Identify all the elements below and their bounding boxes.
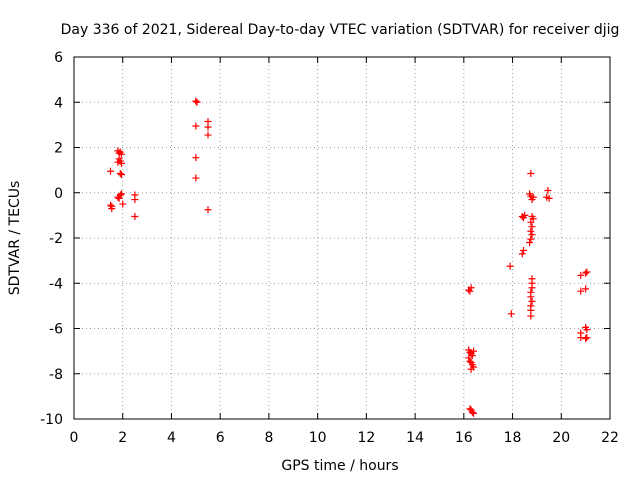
data-point <box>527 227 535 235</box>
data-point <box>118 159 126 167</box>
data-point <box>520 246 528 254</box>
data-point <box>518 250 526 258</box>
data-point <box>545 194 553 202</box>
data-point <box>527 293 535 301</box>
data-point <box>527 170 535 178</box>
data-point <box>468 352 476 360</box>
data-point <box>204 131 212 139</box>
data-point <box>577 271 585 279</box>
y-tick-label: 6 <box>54 50 63 66</box>
x-tick-label: 0 <box>70 430 79 446</box>
chart-title: Day 336 of 2021, Sidereal Day-to-day VTE… <box>61 22 620 38</box>
data-point <box>527 312 535 320</box>
data-point <box>192 97 200 105</box>
data-point <box>467 365 475 373</box>
data-point <box>192 122 200 130</box>
x-axis-title: GPS time / hours <box>281 458 398 474</box>
data-point <box>118 190 126 198</box>
data-point <box>118 171 126 179</box>
data-point <box>577 287 585 295</box>
data-point <box>470 409 478 417</box>
data-point <box>577 334 585 342</box>
data-point <box>529 193 537 201</box>
data-point <box>131 213 139 221</box>
data-point <box>116 191 124 199</box>
y-tick-label: -2 <box>49 231 63 247</box>
x-tick-label: 20 <box>552 430 570 446</box>
data-point <box>114 158 122 166</box>
data-point <box>582 335 590 343</box>
data-point <box>468 408 476 416</box>
data-point <box>131 196 139 204</box>
data-points <box>107 97 591 417</box>
x-tick-label: 14 <box>406 430 424 446</box>
data-point <box>115 194 123 202</box>
data-point <box>506 262 514 270</box>
x-tick-label: 10 <box>309 430 327 446</box>
data-point <box>470 347 478 355</box>
data-point <box>528 297 536 305</box>
data-point <box>527 218 535 226</box>
data-point <box>528 223 536 231</box>
y-tick-label: -8 <box>49 367 63 383</box>
data-point <box>107 201 115 209</box>
y-tick-label: -4 <box>49 276 63 292</box>
data-point <box>583 268 591 276</box>
data-point <box>527 235 535 243</box>
data-point <box>582 269 590 277</box>
data-point <box>544 186 552 194</box>
y-tick-label: -6 <box>49 322 63 338</box>
data-point <box>528 284 536 292</box>
x-tick-label: 2 <box>118 430 127 446</box>
data-point <box>465 354 473 362</box>
data-point <box>507 310 515 318</box>
grid <box>74 57 610 419</box>
y-tick-label: 2 <box>54 141 63 157</box>
data-point <box>466 287 474 295</box>
data-point <box>118 150 126 158</box>
data-point <box>116 170 124 178</box>
data-point <box>108 202 116 210</box>
data-point <box>204 206 212 214</box>
data-point <box>583 334 591 342</box>
data-point <box>467 284 475 292</box>
data-point <box>192 174 200 182</box>
y-axis-title: SDTVAR / TECUs <box>7 181 23 296</box>
y-tick-label: 0 <box>54 186 63 202</box>
x-tick-label: 22 <box>601 430 619 446</box>
data-point <box>526 239 534 247</box>
x-tick-label: 16 <box>455 430 473 446</box>
data-point <box>582 285 590 293</box>
x-tick-label: 6 <box>216 430 225 446</box>
data-point <box>528 231 536 239</box>
x-tick-label: 8 <box>264 430 273 446</box>
x-tick-label: 4 <box>167 430 176 446</box>
data-point <box>119 200 127 208</box>
data-point <box>204 123 212 131</box>
y-tick-label: -10 <box>40 412 63 428</box>
y-tick-label: 4 <box>54 95 63 111</box>
data-point <box>583 326 591 334</box>
x-tick-label: 18 <box>504 430 522 446</box>
data-point <box>521 211 529 219</box>
x-tick-label: 12 <box>357 430 375 446</box>
data-point <box>193 98 201 106</box>
ticks: 0 2 4 6 8 10 12 14 16 18 20 22 -10 -8 -6 -4 -2 0 2 4 6 <box>40 50 619 446</box>
data-point <box>192 154 200 162</box>
data-point <box>107 167 115 175</box>
